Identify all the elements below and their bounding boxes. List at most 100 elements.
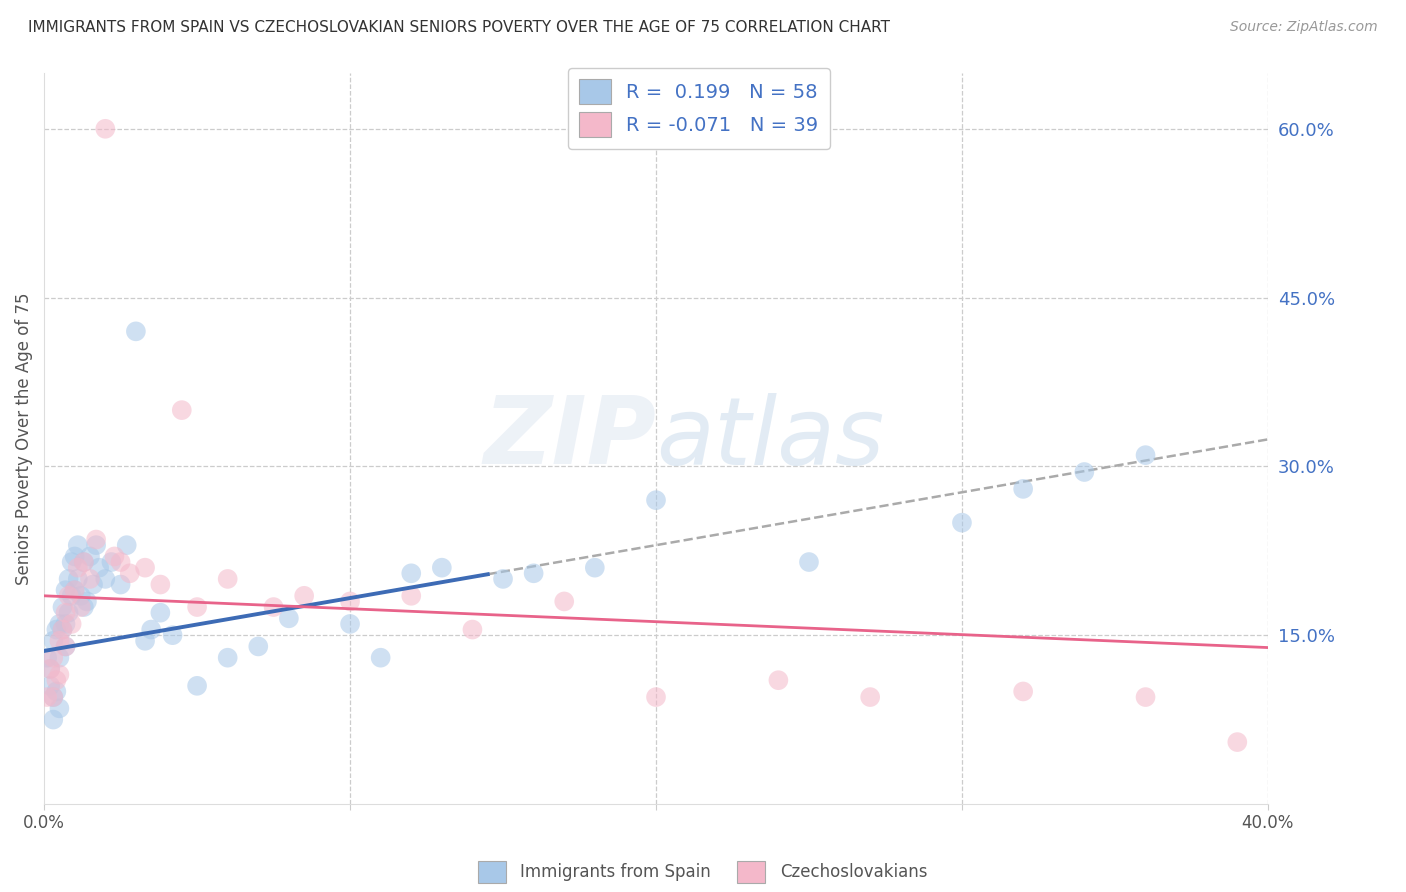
Point [69,600,91,615]
Point [859,690,882,704]
Point [134,560,156,574]
Point [42,650,65,665]
Point [186,679,208,693]
Point [45,623,67,637]
Point [339,616,361,631]
Point [1135,690,1157,704]
Text: atlas: atlas [657,392,884,483]
Point [79,549,101,564]
Point [60,555,83,569]
Text: Immigrants from Spain: Immigrants from Spain [520,863,711,881]
Point [42,690,65,704]
Point [370,650,392,665]
Point [48,650,70,665]
Point [66,538,89,552]
Point [51,600,73,615]
Point [399,566,422,581]
Point [55,616,77,631]
Point [523,566,546,581]
Point [125,324,148,338]
Point [45,673,67,688]
Point [84,538,107,552]
Point [39,662,62,676]
Point [60,589,83,603]
Point [583,560,606,574]
Point [492,572,515,586]
Point [399,589,422,603]
Point [73,555,96,569]
Point [110,555,132,569]
Point [645,493,668,508]
Point [84,533,107,547]
Point [110,577,132,591]
Point [37,690,59,704]
Point [186,600,208,615]
Point [1012,482,1035,496]
Point [1012,684,1035,698]
Text: IMMIGRANTS FROM SPAIN VS CZECHOSLOVAKIAN SENIORS POVERTY OVER THE AGE OF 75 CORR: IMMIGRANTS FROM SPAIN VS CZECHOSLOVAKIAN… [28,20,890,35]
Point [1135,448,1157,462]
Point [55,640,77,654]
Point [292,589,315,603]
Point [39,679,62,693]
Point [149,577,172,591]
Point [48,667,70,681]
Point [63,583,86,598]
Point [48,633,70,648]
Point [48,701,70,715]
Point [170,403,193,417]
Point [51,623,73,637]
Point [63,549,86,564]
Point [58,606,80,620]
Point [60,616,83,631]
Point [277,611,299,625]
Point [55,583,77,598]
Point [76,594,98,608]
Point [553,594,575,608]
Point [63,583,86,598]
Legend: R =  0.199   N = 58, R = -0.071   N = 39: R = 0.199 N = 58, R = -0.071 N = 39 [568,68,830,149]
Point [37,650,59,665]
Point [100,555,122,569]
Point [645,690,668,704]
Point [73,600,96,615]
Point [94,572,117,586]
Point [162,628,184,642]
Point [42,713,65,727]
Point [950,516,973,530]
Y-axis label: Seniors Poverty Over the Age of 75: Seniors Poverty Over the Age of 75 [15,292,32,584]
Point [73,555,96,569]
Point [134,633,156,648]
Point [797,555,820,569]
Point [66,560,89,574]
Point [48,616,70,631]
Point [217,650,239,665]
Point [58,572,80,586]
Point [51,623,73,637]
Point [42,633,65,648]
Point [141,623,163,637]
Point [89,560,111,574]
Point [247,640,270,654]
Point [79,572,101,586]
Point [1226,735,1249,749]
Point [82,577,104,591]
Point [103,549,125,564]
Text: Czechoslovakians: Czechoslovakians [780,863,928,881]
Point [45,684,67,698]
Point [149,606,172,620]
Point [115,538,138,552]
Point [339,594,361,608]
Text: Source: ZipAtlas.com: Source: ZipAtlas.com [1230,20,1378,34]
Point [58,589,80,603]
Point [461,623,484,637]
Point [1073,465,1095,479]
Point [55,640,77,654]
Point [69,589,91,603]
Point [55,606,77,620]
Point [66,572,89,586]
Point [39,662,62,676]
Point [94,121,117,136]
Point [430,560,453,574]
Point [118,566,141,581]
